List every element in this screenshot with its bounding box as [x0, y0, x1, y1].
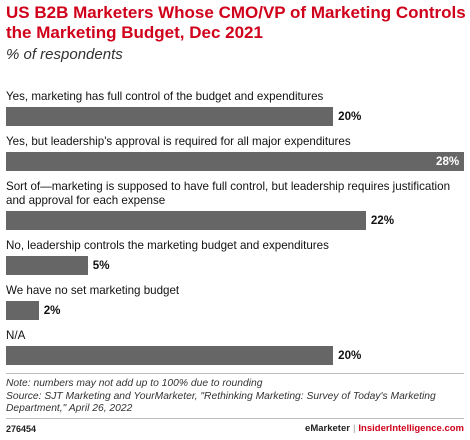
- value-label: 22%: [370, 214, 395, 227]
- bar-chart: Yes, marketing has full control of the b…: [0, 86, 470, 371]
- brand-separator: |: [352, 423, 356, 434]
- category-label: Yes, but leadership's approval is requir…: [6, 135, 351, 148]
- brand-emarketer: eMarketer: [305, 423, 350, 434]
- chart-subtitle: % of respondents: [6, 46, 123, 63]
- brand-footer[interactable]: eMarketer | InsiderIntelligence.com: [305, 423, 464, 434]
- value-label: 28%: [436, 155, 460, 168]
- value-label: 20%: [338, 349, 362, 362]
- value-label: 2%: [43, 304, 61, 317]
- bar: [6, 107, 334, 126]
- chart-title: US B2B Marketers Whose CMO/VP of Marketi…: [6, 3, 466, 42]
- chart-notes: Note: numbers may not add up to 100% due…: [6, 378, 461, 416]
- chart-id: 276454: [6, 424, 37, 434]
- source-text: Source: SJT Marketing and YourMarketer, …: [6, 390, 436, 415]
- bar: [6, 256, 88, 275]
- value-label: 5%: [92, 259, 110, 272]
- category-label: Sort of—marketing is supposed to have fu…: [6, 180, 451, 207]
- bar: [6, 346, 334, 365]
- bar: [6, 211, 366, 230]
- value-label: 20%: [338, 110, 362, 123]
- category-label: Yes, marketing has full control of the b…: [6, 90, 324, 103]
- brand-insider-intelligence: InsiderIntelligence.com: [358, 423, 464, 434]
- note-text: Note: numbers may not add up to 100% due…: [6, 378, 263, 389]
- category-label: We have no set marketing budget: [6, 284, 180, 297]
- bar: [6, 152, 464, 171]
- category-label: No, leadership controls the marketing bu…: [6, 239, 329, 252]
- bar: [6, 301, 39, 320]
- footer-divider: [6, 373, 464, 374]
- category-label: N/A: [6, 329, 26, 342]
- footer-divider-bottom: [6, 418, 464, 419]
